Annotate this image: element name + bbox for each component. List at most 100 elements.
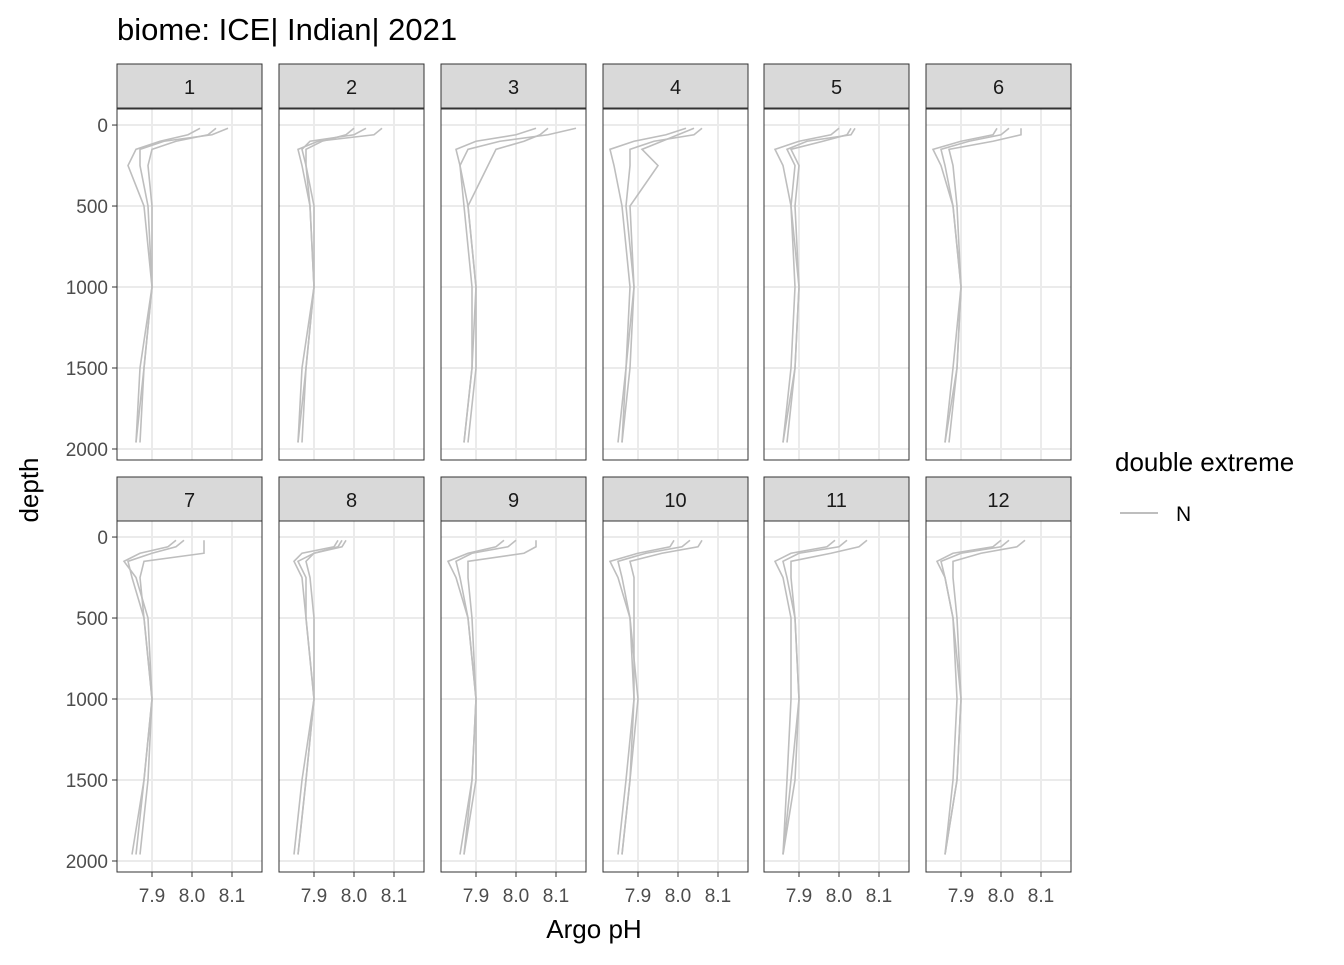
y-tick-label: 1500 bbox=[66, 771, 108, 792]
profile-line bbox=[122, 539, 177, 855]
x-tick-label: 7.9 bbox=[786, 886, 812, 907]
profile-line bbox=[931, 127, 998, 443]
profile-line bbox=[297, 127, 355, 443]
profile-line bbox=[455, 127, 537, 443]
panel-background bbox=[441, 521, 586, 872]
x-tick-label: 8.1 bbox=[705, 886, 731, 907]
panel-border bbox=[602, 520, 749, 873]
panel-border bbox=[278, 108, 425, 461]
strip bbox=[440, 63, 587, 109]
y-tick-label: 500 bbox=[76, 609, 108, 630]
x-axis-title: Argo pH bbox=[546, 914, 641, 944]
profile-line bbox=[139, 127, 217, 443]
strip bbox=[925, 63, 1072, 109]
strip bbox=[278, 476, 425, 522]
strip-label: 6 bbox=[993, 77, 1004, 99]
panel-background bbox=[603, 521, 748, 872]
y-tick-label: 1500 bbox=[66, 359, 108, 380]
panel-border bbox=[602, 108, 749, 461]
x-tick-label: 7.9 bbox=[625, 886, 651, 907]
profile-line bbox=[782, 539, 848, 855]
y-tick-label: 1000 bbox=[66, 278, 108, 299]
y-tick-label: 0 bbox=[97, 116, 108, 137]
x-tick-label: 7.9 bbox=[301, 886, 327, 907]
strip-label: 2 bbox=[346, 77, 357, 99]
strip-label: 11 bbox=[826, 490, 847, 512]
panel-background bbox=[441, 109, 586, 460]
y-tick-label: 1000 bbox=[66, 690, 108, 711]
x-tick-label: 8.1 bbox=[543, 886, 569, 907]
profile-line bbox=[467, 127, 549, 443]
profile-line bbox=[782, 127, 852, 443]
strip-label: 4 bbox=[670, 77, 681, 99]
x-tick-label: 8.1 bbox=[866, 886, 892, 907]
strip bbox=[440, 476, 587, 522]
y-tick-label: 2000 bbox=[66, 440, 108, 461]
legend-label: N bbox=[1176, 503, 1191, 526]
panel-border bbox=[925, 108, 1072, 461]
panel-background bbox=[117, 109, 262, 460]
profile-line bbox=[455, 539, 517, 855]
y-tick-label: 0 bbox=[97, 528, 108, 549]
panel-border bbox=[925, 520, 1072, 873]
legend-title: double extreme bbox=[1115, 447, 1294, 477]
profile-line bbox=[782, 539, 868, 855]
y-axis-title: depth bbox=[14, 457, 44, 522]
panel-border bbox=[116, 108, 263, 461]
strip-label: 5 bbox=[831, 77, 842, 99]
x-tick-label: 7.9 bbox=[948, 886, 974, 907]
strip-label: 8 bbox=[346, 490, 357, 512]
strip-label: 7 bbox=[184, 490, 195, 512]
profile-line bbox=[293, 539, 339, 855]
profile-line bbox=[773, 539, 836, 855]
panel-background bbox=[926, 521, 1071, 872]
x-tick-label: 8.1 bbox=[219, 886, 245, 907]
x-tick-label: 8.1 bbox=[381, 886, 407, 907]
profile-line bbox=[127, 539, 185, 855]
y-tick-label: 500 bbox=[76, 197, 108, 218]
panel-background bbox=[764, 109, 909, 460]
profile-line bbox=[127, 127, 201, 443]
x-tick-label: 8.0 bbox=[988, 886, 1014, 907]
profile-line bbox=[621, 127, 703, 443]
strip bbox=[763, 63, 910, 109]
profile-line bbox=[940, 127, 1010, 443]
strip-label: 9 bbox=[508, 490, 519, 512]
profile-line bbox=[621, 539, 703, 855]
strip bbox=[602, 63, 749, 109]
x-tick-label: 8.0 bbox=[503, 886, 529, 907]
panel-border bbox=[440, 108, 587, 461]
profile-line bbox=[609, 127, 687, 443]
strip-label: 10 bbox=[664, 490, 686, 512]
x-tick-label: 8.0 bbox=[341, 886, 367, 907]
profile-line bbox=[935, 539, 1002, 855]
panel-border bbox=[763, 108, 910, 461]
panel-border bbox=[763, 520, 910, 873]
x-tick-label: 7.9 bbox=[463, 886, 489, 907]
panel-border bbox=[278, 520, 425, 873]
strip-label: 12 bbox=[987, 490, 1009, 512]
x-tick-label: 8.0 bbox=[826, 886, 852, 907]
panel-background bbox=[603, 109, 748, 460]
strip bbox=[116, 63, 263, 109]
strip-label: 1 bbox=[184, 77, 195, 99]
profile-line bbox=[617, 539, 691, 855]
profile-line bbox=[608, 539, 675, 855]
x-tick-label: 8.0 bbox=[665, 886, 691, 907]
y-tick-label: 2000 bbox=[66, 852, 108, 873]
panel-border bbox=[116, 520, 263, 873]
strip bbox=[278, 63, 425, 109]
panel-background bbox=[926, 109, 1071, 460]
x-tick-label: 8.1 bbox=[1028, 886, 1054, 907]
chart-title: biome: ICE| Indian| 2021 bbox=[117, 12, 457, 47]
profile-line bbox=[446, 539, 505, 855]
profile-line bbox=[297, 539, 343, 855]
panel-background bbox=[117, 521, 262, 872]
profile-line bbox=[773, 127, 840, 443]
profile-line bbox=[617, 127, 695, 443]
x-tick-label: 7.9 bbox=[139, 886, 165, 907]
panel-border bbox=[440, 520, 587, 873]
x-tick-label: 8.0 bbox=[179, 886, 205, 907]
strip-label: 3 bbox=[508, 77, 519, 99]
